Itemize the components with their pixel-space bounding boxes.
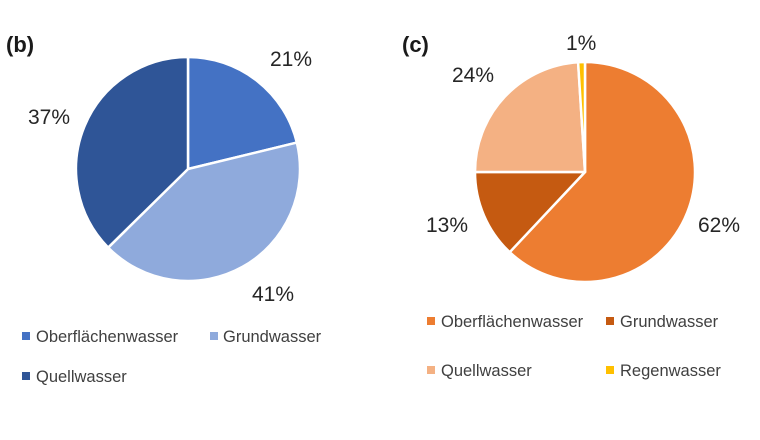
pie-chart-c [473, 60, 697, 284]
data-label-c-regenwasser: 1% [566, 32, 596, 55]
legend-label-b-oberflaechenwasser: Oberflächenwasser [36, 328, 179, 346]
data-label-c-oberflaechenwasser: 62% [698, 214, 740, 237]
legend-label-c-grundwasser: Grundwasser [620, 313, 719, 331]
legend-label-c-regenwasser: Regenwasser [620, 362, 721, 380]
data-label-c-quellwasser: 24% [452, 64, 494, 87]
legend-label-c-oberflaechenwasser: Oberflächenwasser [441, 313, 584, 331]
legend-b: Oberflächenwasser Grundwasser Quellwasse… [22, 328, 322, 386]
legend-label-b-quellwasser: Quellwasser [36, 368, 127, 386]
legend-c: Oberflächenwasser Grundwasser Quellwasse… [427, 313, 721, 380]
legend-swatch-b-oberflaechenwasser [22, 332, 30, 340]
pie-chart-b [74, 55, 302, 283]
legend-label-c-quellwasser: Quellwasser [441, 362, 532, 380]
legend-swatch-b-quellwasser [22, 372, 30, 380]
data-label-b-quellwasser: 37% [28, 106, 70, 129]
legend-label-b-grundwasser: Grundwasser [223, 328, 322, 346]
pie-slice-c-oberflaechenwasser [508, 60, 697, 284]
panel-c: (c) 62% 13% 24% 1% Oberflächenwasser Gru… [402, 32, 740, 380]
pie-slice-b-grundwasser [106, 141, 302, 283]
pie-slice-c-regenwasser [576, 60, 587, 174]
pie-slice-b-oberflaechenwasser [186, 55, 299, 171]
data-label-b-oberflaechenwasser: 21% [270, 48, 312, 71]
panel-b: (b) 21% 41% 37% Oberflächenwasser Grundw… [6, 32, 322, 386]
legend-swatch-c-regenwasser [606, 366, 614, 374]
legend-swatch-c-grundwasser [606, 317, 614, 325]
data-label-b-grundwasser: 41% [252, 283, 294, 306]
pie-slice-c-quellwasser [473, 60, 587, 174]
data-label-c-grundwasser: 13% [426, 214, 468, 237]
legend-swatch-c-oberflaechenwasser [427, 317, 435, 325]
pie-slice-b-quellwasser [74, 55, 190, 249]
panel-c-label: (c) [402, 32, 429, 57]
panel-b-label: (b) [6, 32, 34, 57]
pie-slice-c-grundwasser [473, 170, 587, 254]
legend-swatch-c-quellwasser [427, 366, 435, 374]
legend-swatch-b-grundwasser [210, 332, 218, 340]
